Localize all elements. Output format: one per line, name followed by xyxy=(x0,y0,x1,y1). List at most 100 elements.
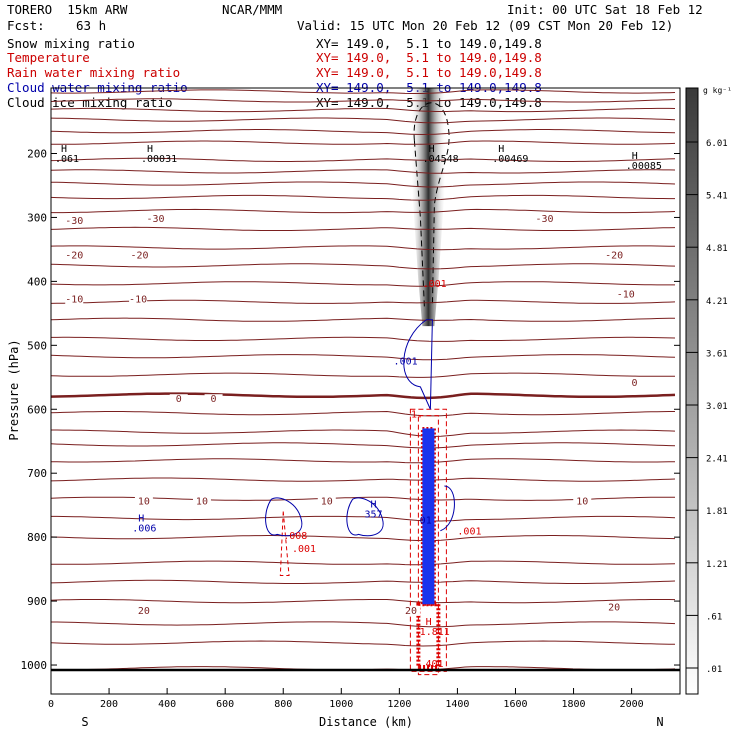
field-xy: XY= 149.0, 5.1 to 149.0,149.8 xyxy=(316,50,542,65)
isotherm-line xyxy=(51,621,676,628)
colorbar-label: .01 xyxy=(706,665,722,675)
isotherm-line xyxy=(51,496,675,501)
y-tick-label: 400 xyxy=(27,275,47,288)
plot-frame xyxy=(50,87,681,695)
y-tick-label: 500 xyxy=(27,339,47,352)
colorbar-label: 2.41 xyxy=(706,455,728,465)
isotherm-line xyxy=(51,579,676,584)
cloud-water-value: 357 xyxy=(365,509,383,520)
x-tick-label: 1800 xyxy=(561,699,585,710)
isotherm-label: 0 xyxy=(176,394,182,405)
x-tick-label: 600 xyxy=(216,699,234,710)
isotherm-label: -20 xyxy=(605,250,623,261)
y-tick-label: 200 xyxy=(27,148,47,161)
cloud-water-marker: H xyxy=(371,499,377,510)
north-label: N xyxy=(656,715,663,729)
valid-time: Valid: 15 UTC Mon 20 Feb 12 (09 CST Mon … xyxy=(297,18,674,33)
colorbar-label: 5.41 xyxy=(706,192,728,202)
isotherm-label: -30 xyxy=(146,214,164,225)
colorbar-label: 3.01 xyxy=(706,402,728,412)
isotherm-label: 10 xyxy=(321,497,333,508)
isotherm-line xyxy=(51,392,676,400)
isotherm-label-bg xyxy=(204,394,223,405)
forecast-label: Fcst: xyxy=(7,18,45,33)
isotherm-line xyxy=(51,98,676,103)
isotherm-label-bg xyxy=(317,496,336,507)
isotherm-line xyxy=(51,181,676,188)
field-name: Rain water mixing ratio xyxy=(7,65,181,80)
isotherm-label: -20 xyxy=(65,250,83,261)
isotherm-label-bg xyxy=(129,294,148,305)
cloud-water-contour xyxy=(403,319,433,410)
x-tick-label: 0 xyxy=(48,699,54,710)
isotherm-label: 0 xyxy=(631,378,637,389)
isotherm-line xyxy=(51,129,676,136)
y-tick-label: 900 xyxy=(27,595,47,608)
x-tick-label: 400 xyxy=(158,699,176,710)
isotherm-label-bg xyxy=(616,289,635,300)
isotherm-line xyxy=(51,299,676,304)
isotherm-line xyxy=(51,442,676,449)
isotherm-line xyxy=(51,560,676,566)
isotherm-label-bg xyxy=(146,213,165,224)
rain-contour xyxy=(417,415,439,676)
isotherm-label: 10 xyxy=(576,497,588,508)
rain-value: .001 xyxy=(423,279,447,290)
isotherm-label-bg xyxy=(573,496,592,507)
init-time: Init: 00 UTC Sat 18 Feb 12 xyxy=(507,2,703,17)
snow-max-marker: H xyxy=(498,144,504,155)
org-label: NCAR/MMM xyxy=(222,2,283,17)
snow-max-marker: H xyxy=(147,144,153,155)
isotherm-label: -30 xyxy=(65,216,83,227)
rain-value: .008 xyxy=(283,531,307,542)
rain-contour xyxy=(409,408,447,672)
isotherm-line xyxy=(51,458,676,464)
snow-max-marker: H xyxy=(61,144,67,155)
colorbar xyxy=(685,87,699,695)
snow-max-value: .04548 xyxy=(423,154,459,165)
temperature-isotherms xyxy=(51,89,676,671)
isotherm-line xyxy=(51,117,676,124)
colorbar-label: 1.21 xyxy=(706,560,728,570)
model-title: TORERO 15km ARW xyxy=(7,2,128,17)
snow-max-marker: H xyxy=(632,151,638,162)
x-tick-label: 1200 xyxy=(387,699,411,710)
y-axis-label: Pressure (hPa) xyxy=(7,339,21,440)
isotherm-line xyxy=(51,410,675,417)
x-axis-label: Distance (km) xyxy=(319,715,413,729)
colorbar-label: 3.61 xyxy=(706,349,728,359)
isotherm-label-bg xyxy=(605,602,624,613)
isotherm-line xyxy=(51,599,676,604)
snow-max-marker: H xyxy=(429,144,435,155)
isotherm-label-bg xyxy=(130,250,149,261)
x-tick-label: 1600 xyxy=(503,699,527,710)
snow-max-value: .00031 xyxy=(141,154,177,165)
rain-marker: H xyxy=(426,617,432,628)
isotherm-line xyxy=(51,535,676,542)
snow-contour xyxy=(413,140,425,307)
x-tick-label: 200 xyxy=(100,699,118,710)
isotherm-label: 10 xyxy=(196,497,208,508)
isotherm-line xyxy=(51,281,675,287)
cloud-water-value: 01 xyxy=(420,516,432,527)
isotherm-label-bg xyxy=(605,250,624,261)
isotherm-label-bg xyxy=(192,496,211,507)
isotherm-label-bg xyxy=(535,213,554,224)
colorbar-label: 4.81 xyxy=(706,244,728,254)
colorbar-label: 4.21 xyxy=(706,297,728,307)
isotherm-label-bg xyxy=(134,496,153,507)
isotherm-label-bg xyxy=(625,378,644,389)
isotherm-line xyxy=(51,263,676,270)
isotherm-line xyxy=(51,640,675,647)
x-tick-label: 1000 xyxy=(329,699,353,710)
field-xy: XY= 149.0, 5.1 to 149.0,149.8 xyxy=(316,65,542,80)
isotherm-label: -10 xyxy=(65,294,83,305)
isotherm-label: 20 xyxy=(608,603,620,614)
snow-max-value: .00469 xyxy=(492,154,528,165)
isotherm-line xyxy=(51,372,676,378)
cloud-water-contour xyxy=(440,485,455,532)
snow-column xyxy=(410,88,447,327)
isotherm-line xyxy=(51,477,676,482)
